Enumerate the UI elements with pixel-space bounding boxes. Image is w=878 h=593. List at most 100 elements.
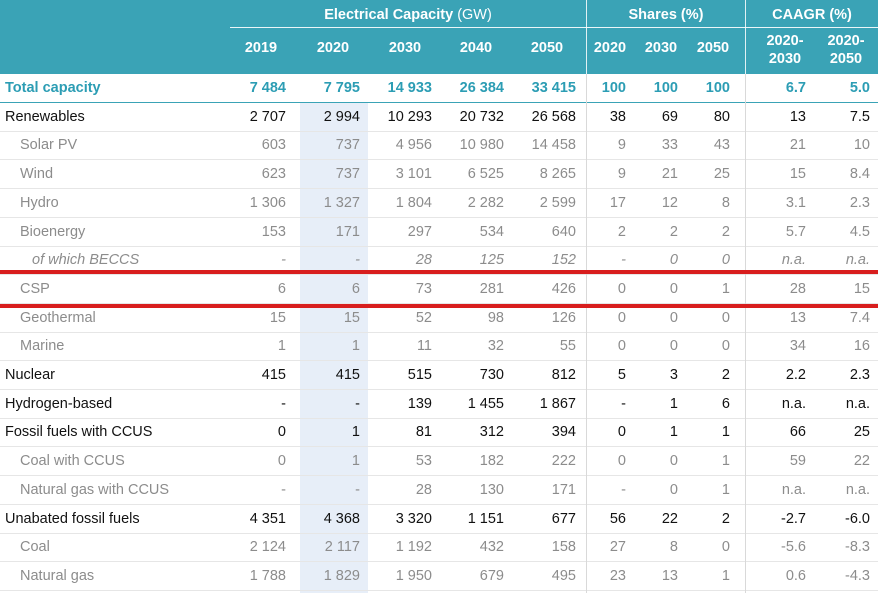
cell-shares: 33 bbox=[661, 137, 678, 154]
cell-caagr: 10 bbox=[853, 137, 870, 154]
table-row: Coal with CCUS 0 1 53 182 222 0 0 1 59 22 bbox=[0, 447, 878, 477]
cell-shares: 0 bbox=[669, 280, 678, 297]
cell-cap: 1 bbox=[351, 424, 360, 441]
cell-shares: 1 bbox=[721, 481, 730, 498]
cell-cap: 640 bbox=[551, 223, 576, 240]
cell-shares: 1 bbox=[669, 424, 678, 441]
row-separator bbox=[0, 475, 878, 477]
capacity-unit-label: (GW) bbox=[457, 7, 492, 23]
cell-shares: 0 bbox=[721, 252, 730, 269]
row-label: Bioenergy bbox=[20, 223, 86, 240]
cell-shares: 0 bbox=[669, 309, 678, 326]
cell-caagr: 4.5 bbox=[849, 223, 870, 240]
cell-caagr: 7.4 bbox=[849, 309, 870, 326]
column-divider bbox=[586, 74, 587, 593]
cell-cap: 7 795 bbox=[323, 80, 360, 96]
cell-cap: 515 bbox=[407, 367, 432, 383]
cell-shares: 12 bbox=[661, 194, 678, 211]
cell-caagr: n.a. bbox=[781, 252, 806, 269]
table-row: Fossil fuels with CCUS 0 1 81 312 394 0 1 1 66 25 bbox=[0, 418, 878, 448]
cell-shares: 2 bbox=[721, 223, 730, 240]
header-shares-group: Shares (%) bbox=[628, 7, 704, 23]
cell-cap: 171 bbox=[335, 223, 360, 240]
cell-cap: 1 950 bbox=[395, 567, 432, 584]
header-share-year-2030: 2030 bbox=[644, 40, 678, 56]
header-caagr-period: 2020- 2030 bbox=[766, 33, 804, 67]
cell-caagr: n.a. bbox=[781, 395, 806, 412]
cell-cap: 1 bbox=[351, 453, 360, 470]
header-divider bbox=[745, 0, 746, 74]
cell-caagr: 5.7 bbox=[785, 223, 806, 240]
cell-cap: 152 bbox=[551, 252, 576, 269]
table-row: Geothermal 15 15 52 98 126 0 0 0 13 7.4 bbox=[0, 304, 878, 333]
cell-cap: 139 bbox=[407, 395, 432, 412]
cell-cap: 426 bbox=[551, 280, 576, 297]
cell-cap: 6 bbox=[351, 280, 360, 297]
cell-shares: 5 bbox=[617, 367, 626, 383]
cell-cap: 312 bbox=[479, 424, 504, 441]
cell-shares: 0 bbox=[617, 338, 626, 355]
cell-cap: 623 bbox=[261, 166, 286, 183]
table-row: Marine 1 1 11 32 55 0 0 0 34 16 bbox=[0, 332, 878, 362]
cell-shares: 0 bbox=[669, 252, 678, 269]
cell-cap: 158 bbox=[551, 539, 576, 556]
cell-cap: 81 bbox=[415, 424, 432, 441]
cell-cap: 28 bbox=[415, 481, 432, 498]
cell-caagr: 59 bbox=[789, 453, 806, 470]
table-row: Coal 2 124 2 117 1 192 432 158 27 8 0 -5.6 -8.3 bbox=[0, 533, 878, 563]
cell-cap: 415 bbox=[261, 367, 286, 383]
cell-cap: - bbox=[355, 252, 360, 269]
row-separator bbox=[0, 389, 878, 390]
cell-shares: 0 bbox=[617, 424, 626, 441]
header-caagr-period: 2020- 2050 bbox=[827, 33, 865, 67]
cell-shares: 0 bbox=[617, 453, 626, 470]
table-row: Natural gas 1 788 1 829 1 950 679 495 23 13 1 0.6… bbox=[0, 562, 878, 591]
cell-cap: 4 368 bbox=[323, 510, 360, 527]
cell-shares: 1 bbox=[721, 424, 730, 441]
column-divider bbox=[745, 74, 746, 593]
cell-cap: 153 bbox=[261, 223, 286, 240]
cell-shares: 56 bbox=[609, 510, 626, 527]
cell-cap: 415 bbox=[335, 367, 360, 383]
cell-cap: 2 707 bbox=[249, 108, 286, 125]
row-label: Marine bbox=[20, 338, 65, 355]
cell-caagr: 15 bbox=[853, 280, 870, 297]
cell-shares: 2 bbox=[617, 223, 626, 240]
cell-cap: 52 bbox=[415, 309, 432, 326]
cell-cap: 677 bbox=[551, 510, 576, 527]
cell-shares: 0 bbox=[669, 481, 678, 498]
cell-caagr: 5.0 bbox=[849, 80, 870, 96]
cell-cap: 3 101 bbox=[395, 166, 432, 183]
cell-cap: 32 bbox=[487, 338, 504, 355]
cell-caagr: 21 bbox=[789, 137, 806, 154]
header-share-year-2050: 2050 bbox=[696, 40, 730, 56]
row-label: Geothermal bbox=[20, 309, 96, 326]
cell-cap: 26 568 bbox=[531, 108, 576, 125]
table-row: Hydro 1 306 1 327 1 804 2 282 2 599 17 12 8 3.1 2.… bbox=[0, 189, 878, 218]
cell-caagr: -2.7 bbox=[781, 510, 806, 527]
cell-caagr: -5.6 bbox=[781, 539, 806, 556]
row-label: Solar PV bbox=[20, 137, 78, 154]
cell-cap: 4 956 bbox=[395, 137, 432, 154]
cell-cap: - bbox=[281, 481, 286, 498]
cell-cap: 222 bbox=[551, 453, 576, 470]
cell-cap: 6 525 bbox=[467, 166, 504, 183]
row-label: Fossil fuels with CCUS bbox=[5, 424, 153, 441]
row-separator bbox=[0, 245, 878, 247]
row-label: Coal with CCUS bbox=[20, 453, 125, 470]
cell-caagr: 6.7 bbox=[785, 80, 806, 96]
cell-shares: 9 bbox=[617, 166, 626, 183]
cell-cap: 2 124 bbox=[249, 539, 286, 556]
cell-shares: 13 bbox=[661, 567, 678, 584]
row-separator bbox=[0, 102, 878, 103]
cell-cap: 1 455 bbox=[467, 395, 504, 412]
row-separator bbox=[0, 274, 878, 276]
row-label: CSP bbox=[20, 280, 50, 297]
table-row: Solar PV 603 737 4 956 10 980 14 458 9 33 43 21 10 bbox=[0, 131, 878, 161]
cell-cap: 7 484 bbox=[249, 80, 286, 96]
row-label: Nuclear bbox=[5, 367, 55, 383]
cell-shares: 22 bbox=[661, 510, 678, 527]
row-separator bbox=[0, 331, 878, 333]
row-separator bbox=[0, 360, 878, 362]
cell-shares: - bbox=[621, 252, 626, 269]
